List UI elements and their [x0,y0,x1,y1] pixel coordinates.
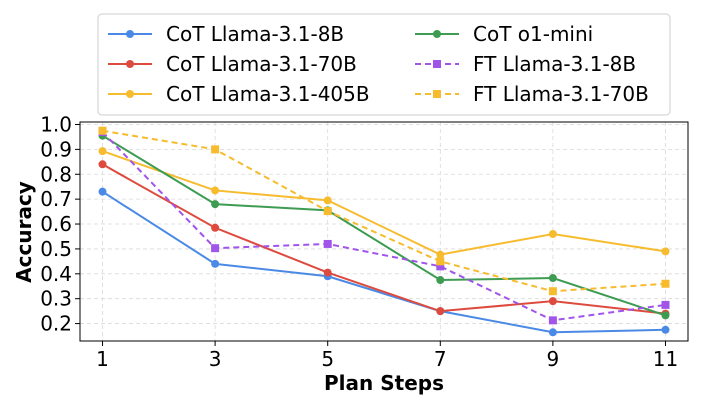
data-point [661,279,670,288]
legend-item: CoT o1-mini [415,22,593,46]
data-point [548,316,557,325]
data-point [211,223,220,232]
x-tick-label: 11 [653,347,678,371]
data-point [436,262,445,271]
series-line [101,134,666,317]
x-tick-label: 5 [321,347,334,371]
x-axis-ticks: 1 3 5 7 9 11 [96,341,678,371]
y-axis-title: Accuracy [12,181,36,283]
legend: CoT Llama-3.1-8B CoT Llama-3.1-70B CoT Lla… [97,13,671,116]
data-point [436,307,445,316]
data-point [211,200,220,209]
series-4 [98,127,670,325]
series-1 [98,160,670,318]
legend-marker [126,60,134,68]
y-tick-label: 0.3 [40,287,72,311]
y-tick-label: 0.2 [40,312,72,336]
x-tick-label: 9 [547,347,560,371]
legend-label: CoT Llama-3.1-405B [166,82,370,106]
y-tick-label: 0.4 [40,262,72,286]
y-tick-label: 0.8 [40,162,72,186]
legend-label: CoT Llama-3.1-8B [166,22,344,46]
legend-item: FT Llama-3.1-70B [415,82,649,106]
legend-item: CoT Llama-3.1-8B [108,22,344,46]
data-point [323,207,332,216]
legend-item: FT Llama-3.1-8B [415,52,636,76]
data-point [548,229,557,238]
data-point [436,250,445,259]
legend-marker [433,90,441,98]
data-point [98,147,107,156]
data-point [661,300,670,309]
data-point [98,187,107,196]
series-line [101,131,666,322]
y-tick-label: 0.7 [40,187,72,211]
data-point [661,325,670,334]
legend-marker [126,30,134,38]
x-tick-label: 3 [209,347,222,371]
legend-label: FT Llama-3.1-8B [473,52,636,76]
data-point [548,287,557,296]
y-tick-label: 1.0 [40,112,72,136]
legend-box [97,13,671,116]
legend-item: CoT Llama-3.1-405B [108,82,370,106]
legend-label: CoT o1-mini [473,22,593,46]
series-line [102,150,666,256]
data-point [436,257,445,266]
data-point [323,268,332,277]
x-tick-label: 7 [434,347,447,371]
legend-marker [126,90,134,98]
series-line [102,129,666,293]
data-point [661,311,670,320]
data-point [436,276,445,285]
series-line [101,190,666,334]
data-point [661,247,670,256]
legend-marker [433,30,441,38]
x-tick-label: 1 [96,347,109,371]
plot-frame [79,121,689,342]
data-point [211,244,220,253]
series-2 [98,147,670,259]
series-layer [98,126,670,337]
data-point [548,274,557,283]
grid [80,122,688,341]
legend-label: FT Llama-3.1-70B [473,82,649,106]
series-5 [98,126,670,296]
data-point [211,145,220,154]
data-point [548,297,557,306]
x-axis-title: Plan Steps [324,371,444,395]
y-tick-label: 0.5 [40,237,72,261]
data-point [211,259,220,268]
y-axis-ticks: 0.20.30.40.50.60.70.80.91.0 [40,112,80,336]
series-line [102,163,666,315]
data-point [98,126,107,135]
data-point [548,328,557,337]
legend-marker [433,60,441,68]
data-point [211,186,220,195]
y-tick-label: 0.9 [40,137,72,161]
legend-label: CoT Llama-3.1-70B [166,52,357,76]
legend-item: CoT Llama-3.1-70B [108,52,357,76]
data-point [98,160,107,169]
data-point [323,196,332,205]
data-point [323,239,332,248]
y-tick-label: 0.6 [40,212,72,236]
